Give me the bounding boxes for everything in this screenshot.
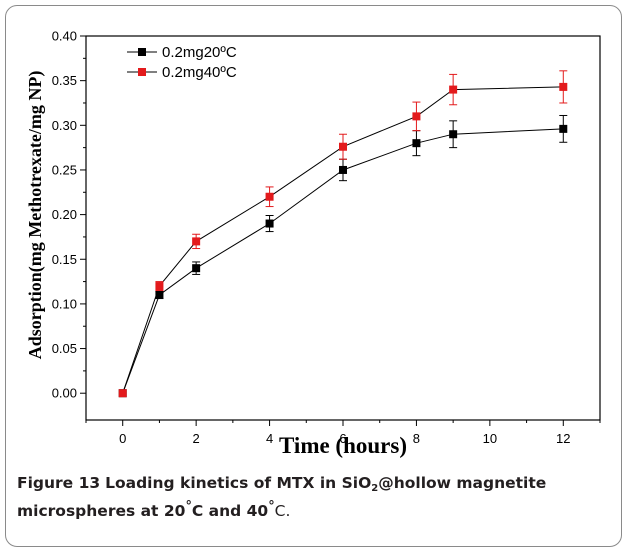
data-point [192, 264, 201, 273]
data-point [412, 112, 421, 121]
y-tick-label: 0.05 [52, 341, 77, 356]
caption-subscript: 2 [371, 483, 379, 494]
figure-caption: Figure 13 Loading kinetics of MTX in SiO… [17, 472, 617, 523]
caption-label: Figure 13 [17, 474, 101, 492]
data-point [449, 85, 458, 94]
data-point [449, 130, 458, 139]
data-point [559, 124, 568, 133]
x-tick-label: 8 [413, 431, 420, 446]
data-point [265, 192, 274, 201]
y-tick-label: 0.35 [52, 73, 77, 88]
caption-text-1: Loading kinetics of MTX in SiO [105, 474, 372, 492]
y-tick-label: 0.15 [52, 252, 77, 267]
caption-text-3: C and 40 [191, 502, 269, 521]
data-point [339, 165, 347, 174]
plot-area-border [85, 35, 601, 421]
data-point [559, 82, 568, 91]
legend-marker [138, 48, 146, 56]
axes [85, 35, 601, 421]
y-tick-label: 0.25 [52, 162, 77, 177]
data-point [192, 237, 201, 246]
series-2 [118, 70, 568, 398]
data-point [339, 142, 347, 151]
x-tick-label: 10 [483, 431, 497, 446]
caption-degree-2: ° [268, 499, 275, 514]
x-tick-label: 0 [119, 431, 126, 446]
tick-layer: 0.00 0.05 0.10 0.15 0.20 0.25 0.30 0.35 0.40 0 2 4 6… [52, 29, 601, 446]
x-tick-label: 2 [193, 431, 200, 446]
figure-frame [5, 5, 622, 547]
caption-text-2: @hollow magnetite microspheres at 20 [17, 474, 547, 521]
data-point [412, 139, 421, 148]
y-tick-label: 0.20 [52, 207, 77, 222]
y-tick-label: 0.40 [52, 29, 77, 44]
y-tick-label: 0.10 [52, 296, 77, 311]
legend: 0.2mg20ºC 0.2mg40ºC [127, 44, 237, 81]
chart: 0.00 0.05 0.10 0.15 0.20 0.25 0.30 0.35 0.40 0 2 4 6… [25, 29, 601, 458]
x-tick-label: 6 [339, 431, 346, 446]
legend-label: 0.2mg20ºC [162, 44, 237, 61]
data-point [265, 219, 274, 228]
series-line [122, 86, 564, 394]
series-layer [118, 70, 568, 398]
caption-degree-1: ° [185, 499, 192, 514]
series-line [122, 128, 564, 394]
caption-text-4: C. [274, 502, 291, 521]
legend-label: 0.2mg40ºC [162, 64, 237, 81]
legend-marker [138, 68, 146, 76]
data-point [155, 290, 164, 299]
y-axis-label: Adsorption(mg Methotrexate/mg NP) [25, 71, 46, 360]
y-tick-label: 0.30 [52, 118, 77, 133]
x-axis-label: Time (hours) [279, 433, 407, 458]
x-tick-label: 12 [556, 431, 570, 446]
data-point [155, 282, 164, 291]
y-tick-label: 0.00 [52, 386, 77, 401]
data-point [118, 389, 127, 398]
x-tick-label: 4 [266, 431, 273, 446]
